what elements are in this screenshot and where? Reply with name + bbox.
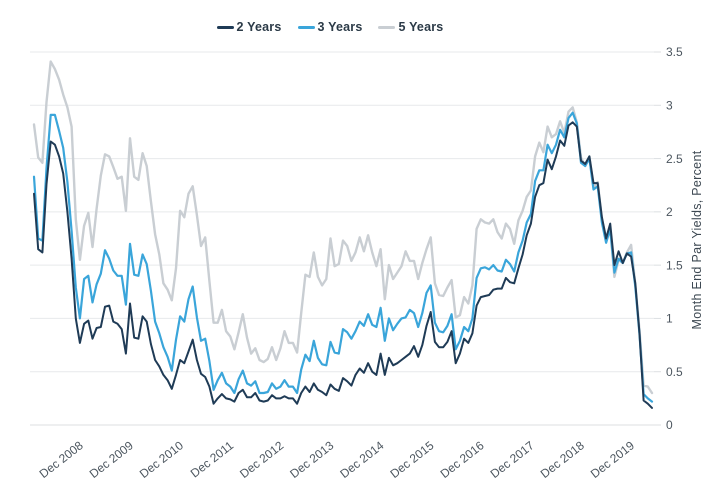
chart-legend: 2 Years 3 Years 5 Years [0, 20, 660, 34]
x-tick-label: Dec 2019 [588, 438, 637, 481]
series-line-5-years [32, 60, 654, 395]
series-swatch-5-years [378, 25, 396, 29]
x-tick-label: Dec 2009 [87, 438, 136, 481]
series-line-2-years [33, 121, 653, 409]
y-tick-label: 2.5 [666, 152, 683, 166]
series-line-3-years [32, 111, 654, 403]
legend-label-2-years: 2 Years [236, 20, 282, 34]
x-tick-label: Dec 2015 [387, 438, 436, 481]
legend-item-3-years: 3 Years [297, 20, 363, 34]
series-swatch-3-years [297, 25, 315, 29]
x-axis-tick-labels: Dec 2008 Dec 2009 Dec 2010 Dec 2011 Dec 2012… [37, 438, 638, 481]
series-lines [32, 60, 654, 409]
x-tick-label: Dec 2014 [337, 438, 386, 481]
x-tick-label: Dec 2013 [287, 438, 336, 481]
series-swatch-2-years [216, 25, 234, 29]
gridlines [30, 51, 661, 426]
x-tick-label: Dec 2016 [438, 438, 487, 481]
y-tick-label: 0 [666, 418, 673, 432]
legend-item-2-years: 2 Years [216, 20, 282, 34]
x-tick-label: Dec 2018 [538, 438, 587, 481]
x-tick-label: Dec 2012 [237, 438, 286, 481]
y-tick-label: 3 [666, 98, 673, 112]
y-tick-label: 1.5 [666, 258, 683, 272]
legend-label-3-years: 3 Years [317, 20, 363, 34]
legend-label-5-years: 5 Years [398, 20, 444, 34]
y-tick-label: 1 [666, 312, 673, 326]
x-tick-label: Dec 2010 [137, 438, 186, 481]
y-axis-title: Month End Par Yields, Percent [690, 150, 704, 329]
x-tick-label: Dec 2011 [188, 438, 237, 480]
y-axis-tick-labels: 0 0.5 1 1.5 2 2.5 3 3.5 [666, 45, 683, 432]
x-tick-label: Dec 2008 [37, 438, 86, 481]
y-tick-label: 0.5 [666, 365, 683, 379]
y-tick-label: 3.5 [666, 45, 683, 59]
y-tick-label: 2 [666, 205, 673, 219]
x-tick-label: Dec 2017 [488, 438, 537, 481]
legend-item-5-years: 5 Years [378, 20, 443, 34]
